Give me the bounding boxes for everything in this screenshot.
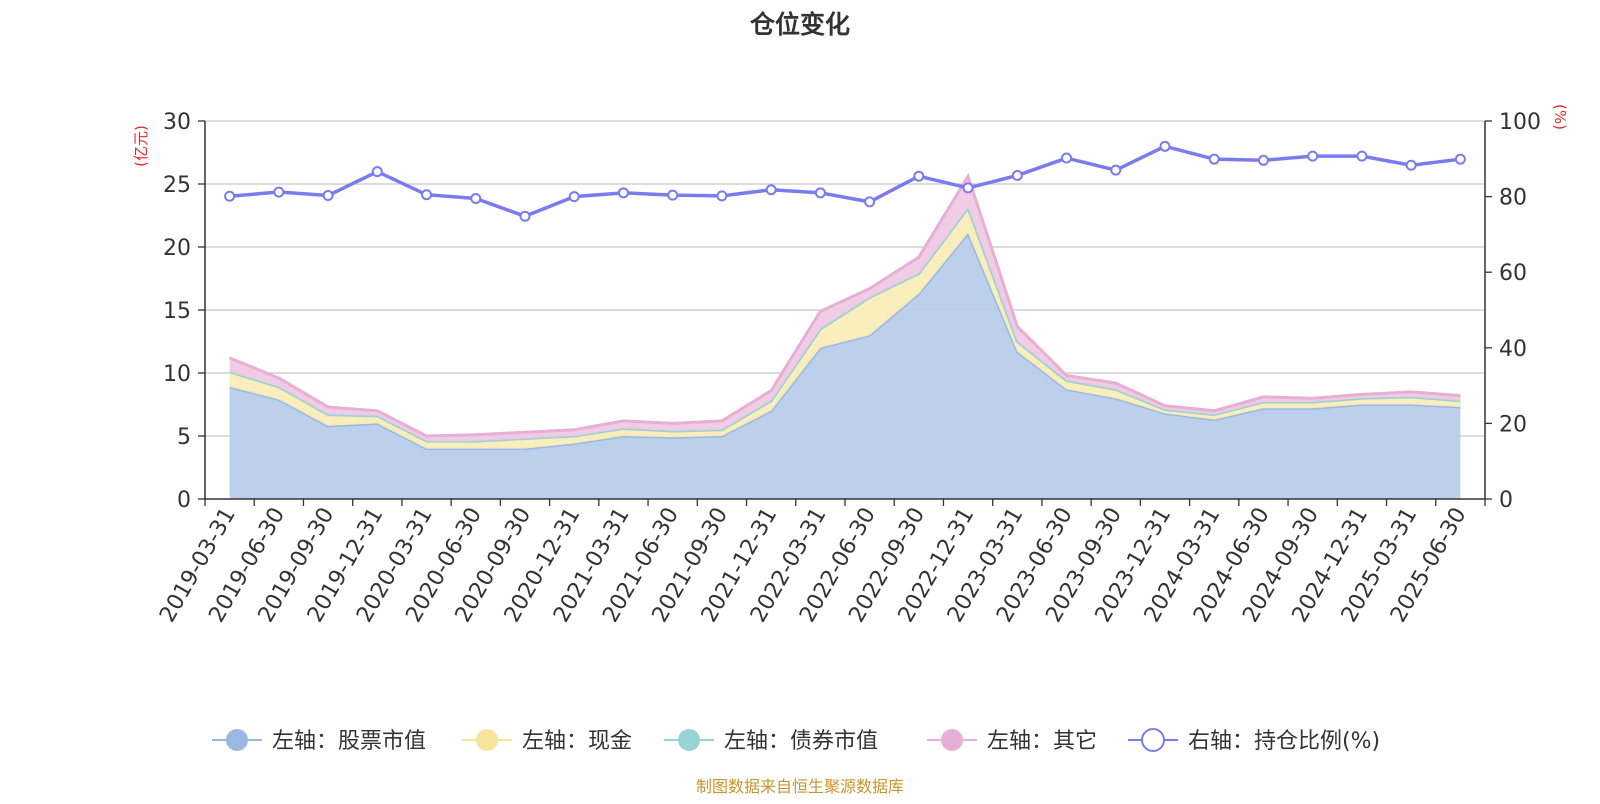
legend-marker [1141,728,1165,752]
ratio-point [667,189,679,201]
legend-label: 左轴：其它 [987,729,1097,754]
ratio-point [371,166,383,178]
y-left-tick-label: 15 [163,299,191,324]
ratio-point [617,187,629,199]
ratio-point [224,190,236,202]
ratio-point [913,170,925,182]
source-note: 制图数据来自恒生聚源数据库 [696,777,904,796]
ratio-point [322,189,334,201]
legend-label: 右轴：持仓比例(%) [1188,729,1380,754]
legend-label: 左轴：股票市值 [272,729,426,754]
ratio-point [1257,154,1269,166]
ratio-line-layer [224,140,1466,222]
area-左轴：股票市值 [229,233,1461,499]
y-right-tick-label: 20 [1499,412,1527,437]
area-edge-左轴：其它 [229,172,1461,438]
ratio-point [519,210,531,222]
y-left-unit-label: (亿元) [132,125,150,167]
ratio-point [1356,150,1368,162]
ratio-point [962,182,974,194]
ratio-point [1208,153,1220,165]
ratio-line [229,144,1461,219]
y-right-tick-label: 40 [1499,337,1527,362]
legend-marker [226,729,248,751]
ratio-point [1307,150,1319,162]
legend-marker [678,729,700,751]
area-layer [229,172,1461,499]
ratio-point [765,184,777,196]
legend-label: 左轴：现金 [522,729,632,754]
ratio-point [1405,159,1417,171]
ratio-point [1110,164,1122,176]
y-left-tick-label: 0 [177,488,191,513]
legend-marker [476,729,498,751]
ratio-point [1061,152,1073,164]
ratio-point [568,191,580,203]
y-right-tick-label: 0 [1499,488,1513,513]
ratio-point [1159,140,1171,152]
y-left-tick-label: 25 [163,173,191,198]
y-right-tick-label: 100 [1499,110,1541,135]
y-left-tick-label: 30 [163,110,191,135]
legend-marker [941,729,963,751]
ratio-point [1454,153,1466,165]
ratio-point [421,189,433,201]
area-左轴：现金 [229,207,1461,449]
y-left-tick-label: 20 [163,236,191,261]
legend-label: 左轴：债券市值 [724,729,878,754]
y-right-tick-label: 60 [1499,261,1527,286]
y-left-tick-label: 5 [177,425,191,450]
ratio-point [273,186,285,198]
y-right-unit-label: (%) [1551,104,1569,130]
y-left-tick-label: 10 [163,362,191,387]
area-左轴：其它 [229,176,1461,442]
ratio-point [716,190,728,202]
legend: 左轴：股票市值 左轴：现金 左轴：债券市值 左轴：其它 右轴：持仓比例(%) [212,728,1380,754]
y-right-tick-label: 80 [1499,186,1527,211]
ratio-point [864,196,876,208]
ratio-point [470,192,482,204]
ratio-point [1011,169,1023,181]
chart-title: 仓位变化 [749,10,850,39]
ratio-point [814,187,826,199]
